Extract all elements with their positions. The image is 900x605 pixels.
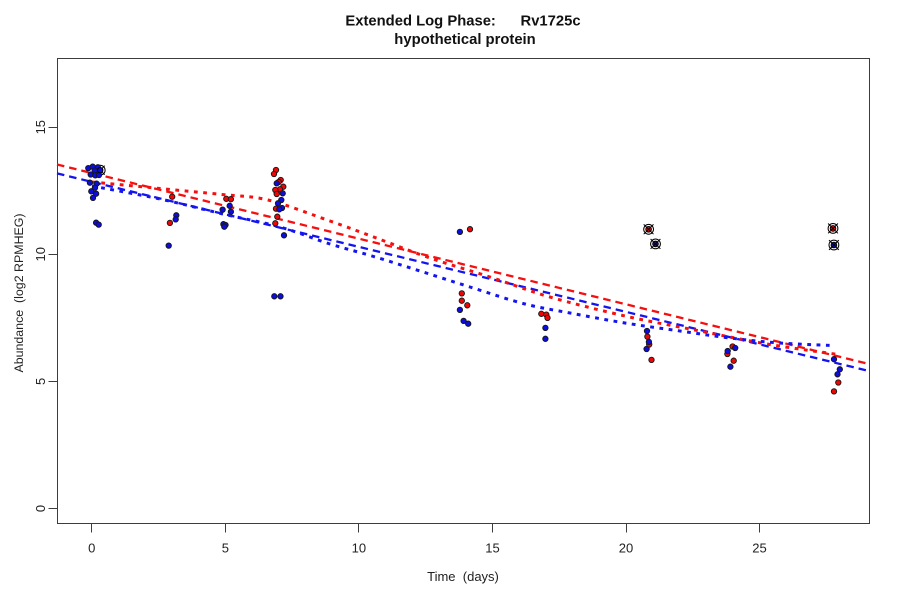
svg-text:20: 20 xyxy=(619,541,633,556)
svg-text:15: 15 xyxy=(485,541,499,556)
svg-text:hypothetical protein: hypothetical protein xyxy=(394,32,535,48)
svg-text:0: 0 xyxy=(88,541,95,556)
svg-text:15: 15 xyxy=(33,120,48,134)
svg-text:10: 10 xyxy=(33,247,48,261)
svg-text:Abundance (log2 RPMHEG): Abundance (log2 RPMHEG) xyxy=(12,213,26,372)
svg-text:25: 25 xyxy=(752,541,766,556)
svg-text:Extended Log Phase: Rv172: Extended Log Phase: Rv1725c xyxy=(345,14,580,30)
svg-text:10: 10 xyxy=(352,541,366,556)
svg-text:5: 5 xyxy=(33,378,48,385)
svg-text:Time (days): Time (days) xyxy=(427,569,499,584)
svg-text:5: 5 xyxy=(222,541,229,556)
svg-text:0: 0 xyxy=(33,505,48,512)
